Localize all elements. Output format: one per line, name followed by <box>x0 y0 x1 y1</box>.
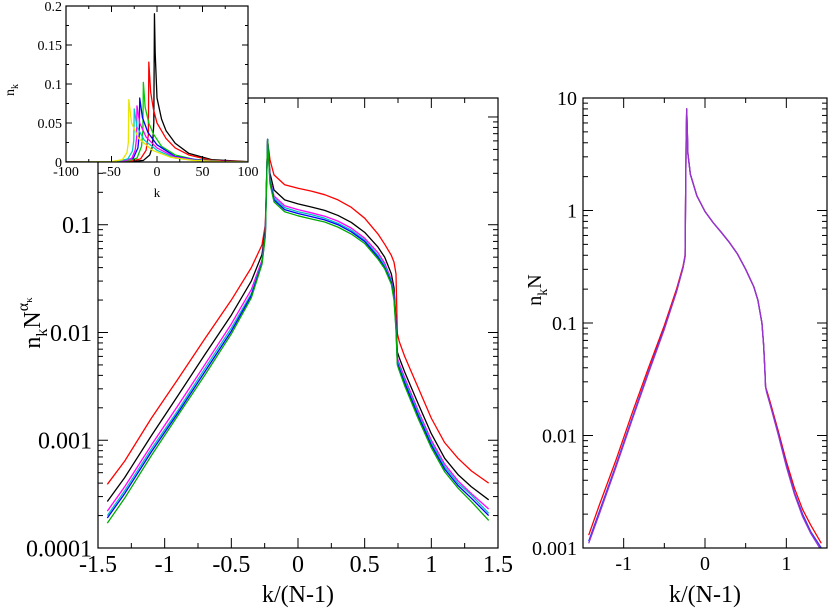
main-y-tick-label: 0.001 <box>38 429 92 455</box>
right-series-blue <box>588 108 822 548</box>
inset-plot-area <box>66 13 248 162</box>
main-y-label-supsub: κ <box>23 297 35 303</box>
inset-x-tick-label: 0 <box>154 165 161 180</box>
right-series-red <box>588 108 822 544</box>
inset-y-axis-label: nk <box>3 84 21 96</box>
inset-series-red <box>66 61 248 162</box>
inset-y-tick-label: 0.2 <box>45 0 63 15</box>
right-series-magenta <box>588 108 821 548</box>
inset-y-label-sub: k <box>10 84 21 89</box>
right-chart: -1 0 1 0.001 0.01 0.1 1 10 k/(N-1) nkN <box>524 88 828 608</box>
right-y-axis-label: nkN <box>524 274 551 305</box>
inset-y-tick-label: 0.1 <box>45 78 63 93</box>
main-x-tick-label: -1.5 <box>79 552 117 578</box>
right-y-label-base: n <box>524 296 546 306</box>
main-y-tick-label: 0.0001 <box>26 536 92 562</box>
right-axes-ticks: -1 0 1 0.001 0.01 0.1 1 10 <box>532 88 827 575</box>
main-x-tick-label: -0.5 <box>212 552 250 578</box>
main-series-black <box>106 138 490 502</box>
right-x-tick-label: 0 <box>700 553 710 575</box>
right-x-tick-label: -1 <box>615 553 632 575</box>
right-y-tick-label: 10 <box>557 88 577 110</box>
main-x-axis-label: k/(N-1) <box>262 582 334 608</box>
right-plot-area <box>588 108 822 548</box>
main-series-cyan <box>106 138 490 516</box>
main-y-axis-label: nkNακ <box>15 297 51 349</box>
inset-x-tick-label: 50 <box>196 165 210 180</box>
main-x-tick-label: 0 <box>292 552 304 578</box>
right-y-label-mid: N <box>524 274 546 288</box>
main-x-tick-label: 0.5 <box>350 552 380 578</box>
inset-axes-ticks: -100 -50 0 50 100 0 0.05 0.1 0.15 0.2 <box>38 0 259 180</box>
main-series-red <box>106 140 490 485</box>
inset-x-tick-label: -50 <box>102 165 121 180</box>
main-series-green <box>106 138 490 524</box>
right-y-tick-label: 0.001 <box>532 538 577 560</box>
main-series-blue <box>106 138 490 519</box>
main-y-tick-label: 0.1 <box>62 213 92 239</box>
main-y-label-base: n <box>20 337 46 349</box>
main-x-tick-label: 1.5 <box>483 552 513 578</box>
main-y-label-sup: α <box>15 302 32 311</box>
right-y-label-sub: k <box>536 289 551 296</box>
inset-x-tick-label: 100 <box>238 165 259 180</box>
main-series-magenta <box>106 138 490 512</box>
inset-x-tick-label: -100 <box>53 165 79 180</box>
inset-series-black <box>66 13 248 162</box>
main-x-tick-label: -1 <box>155 552 175 578</box>
main-x-tick-label: 1 <box>425 552 437 578</box>
inset-y-tick-label: 0.05 <box>38 117 63 132</box>
main-y-tick-label: 0.01 <box>50 321 92 347</box>
right-x-axis-label: k/(N-1) <box>669 582 741 608</box>
inset-x-axis-label: k <box>154 185 161 200</box>
inset-series-yellow <box>66 98 248 162</box>
inset-y-label-base: n <box>3 89 18 96</box>
right-y-tick-label: 0.1 <box>552 313 577 335</box>
inset-y-tick-label: 0.15 <box>38 39 63 54</box>
right-y-tick-label: 1 <box>567 201 577 223</box>
inset-y-tick-label: 0 <box>55 156 62 171</box>
main-y-label-sub: k <box>34 329 51 337</box>
main-y-label-mid: N <box>20 311 46 328</box>
main-plot-area <box>106 138 490 524</box>
right-x-tick-label: 1 <box>781 553 791 575</box>
right-y-tick-label: 0.01 <box>542 426 577 448</box>
